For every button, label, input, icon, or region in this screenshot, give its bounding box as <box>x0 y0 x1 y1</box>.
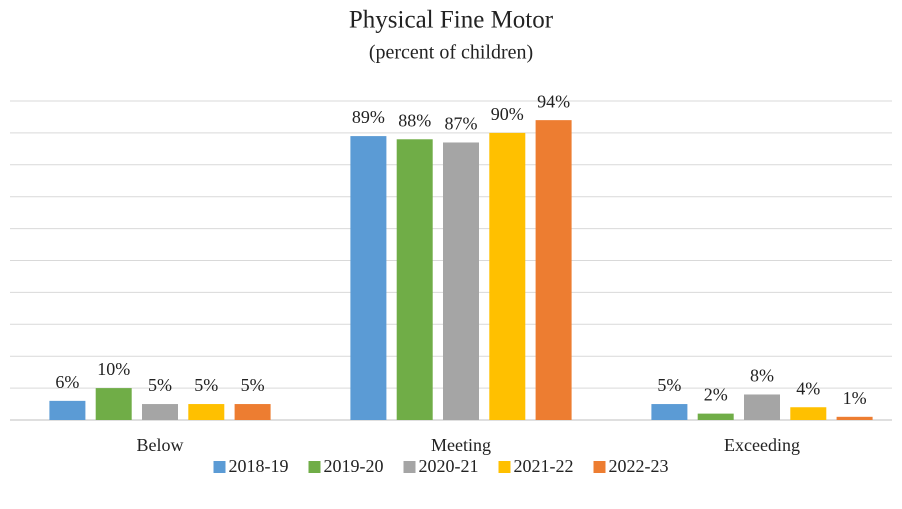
bar <box>790 407 827 420</box>
x-tick-label: Below <box>137 435 184 455</box>
legend-swatch <box>308 461 321 473</box>
bar <box>651 404 688 420</box>
legend-label: 2019-20 <box>324 456 384 476</box>
data-label: 5% <box>657 375 681 395</box>
data-label: 4% <box>796 378 820 398</box>
bar <box>535 120 572 420</box>
bar <box>396 139 433 420</box>
data-label: 5% <box>194 375 218 395</box>
legend-swatch <box>213 461 226 473</box>
bar <box>95 388 132 420</box>
data-label: 87% <box>445 114 478 134</box>
data-label: 2% <box>704 385 728 405</box>
legend-swatch <box>593 461 606 473</box>
bar <box>443 142 479 420</box>
x-tick-label: Exceeding <box>724 435 800 455</box>
x-tick-label: Meeting <box>431 435 491 455</box>
bar <box>744 394 780 420</box>
legend-label: 2021-22 <box>514 456 574 476</box>
bar <box>234 404 271 420</box>
bar <box>697 413 734 420</box>
data-label: 8% <box>750 366 774 386</box>
legend-swatch <box>498 461 511 473</box>
bar <box>49 400 86 420</box>
data-label: 90% <box>491 104 524 124</box>
bar <box>142 404 178 420</box>
data-label: 1% <box>843 388 867 408</box>
data-label: 88% <box>398 110 431 130</box>
chart-subtitle: (percent of children) <box>369 42 533 64</box>
bar <box>489 132 526 420</box>
data-label: 94% <box>537 91 570 111</box>
legend-label: 2022-23 <box>609 456 669 476</box>
chart-title: Physical Fine Motor <box>349 7 554 34</box>
bar <box>836 416 873 420</box>
data-label: 6% <box>55 372 79 392</box>
data-label: 5% <box>241 375 265 395</box>
legend-label: 2020-21 <box>419 456 479 476</box>
bar <box>188 404 225 420</box>
legend-label: 2018-19 <box>229 456 289 476</box>
data-label: 89% <box>352 107 385 127</box>
data-label: 10% <box>97 359 130 379</box>
legend-swatch <box>403 461 416 473</box>
bar <box>350 136 387 420</box>
data-label: 5% <box>148 375 172 395</box>
